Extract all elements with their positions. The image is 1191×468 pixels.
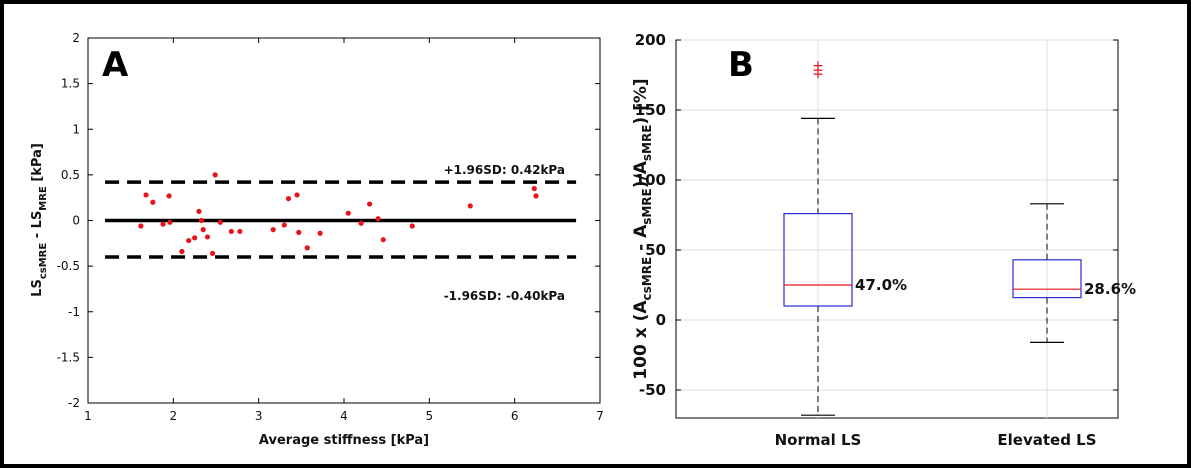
data-point [166,193,172,199]
panel-b: -50 0 50 100 150 200 47.0% +++28.6% Normal LS E… [631,31,1136,449]
ylabel-a-part-2: - LS [30,211,45,243]
data-point [217,219,223,225]
b-category-label: Elevated LS [997,431,1096,449]
lower-loa-label: -1.96SD: -0.40kPa [444,289,565,303]
data-point [209,250,216,256]
ylabel-a-part-3: [kPa] [30,143,45,186]
panel-a-reference-lines [105,180,577,259]
a-y-tick-label: 1 [72,122,80,136]
a-y-tick-label: 2 [72,31,80,45]
data-point [270,227,276,233]
a-x-tick-label: 3 [255,409,263,423]
data-point [228,228,234,235]
data-point [179,248,185,255]
b-category-label: Normal LS [775,431,862,449]
panel-a: -2 -1.5 -1 -0.5 0 0.5 1 1.5 2 1 2 3 4 5 6 7 A +1.96SD:… [30,31,604,448]
b-y-tick-label: 200 [635,31,666,49]
ylabel-a-sub-1: csMRE [38,243,49,280]
data-point [285,196,292,202]
data-point [200,227,206,233]
data-point [150,199,156,205]
panel-b-boxes: 47.0% +++28.6% [783,58,1136,416]
panel-a-points [138,172,539,256]
a-y-tick-label: -1 [68,305,80,319]
a-x-tick-label: 5 [426,409,434,423]
outlier-marker: + [812,58,824,74]
a-x-tick-label: 6 [511,409,519,423]
a-x-tick-label: 7 [596,409,604,423]
a-y-tick-label: -2 [68,396,80,410]
data-point [531,185,537,192]
iqr-box [783,213,853,307]
data-point [358,220,364,226]
panel-b-y-ticks: -50 0 50 100 150 200 [635,31,1118,399]
ylabel-b-sub-1: csMRE [640,257,654,301]
b-y-tick-label: 100 [635,171,666,189]
panel-b-x-ticks: Normal LS Elevated LS [775,431,1097,449]
a-x-tick-label: 2 [170,409,178,423]
panel-a-letter: A [102,45,129,85]
panel-b-axes-box [675,39,1119,419]
iqr-box [1012,259,1082,299]
b-y-tick-label: 150 [635,101,666,119]
data-point [296,229,302,235]
a-y-tick-label: 0.5 [61,168,80,182]
a-y-tick-label: 1.5 [61,77,80,91]
data-point [237,228,243,235]
data-point [380,237,386,243]
panel-a-y-ticks: -2 -1.5 -1 -0.5 0 0.5 1 1.5 2 [57,31,600,410]
outlier-marker: + [812,62,824,78]
ylabel-b-part-3: )/A [631,160,651,188]
panel-b-y-axis-label: 100 x (AcsMRE - AsMRE)/AsMRE) [%] [631,78,654,379]
data-point [212,172,218,178]
a-y-tick-label: -0.5 [57,259,80,273]
data-point [167,219,173,225]
panel-b-letter: B [728,45,754,85]
upper-loa-label: +1.96SD: 0.42kPa [444,163,565,177]
data-point [533,193,539,199]
a-x-tick-label: 4 [340,409,348,423]
panel-b-grid [676,39,1118,418]
data-point [367,201,373,207]
ylabel-b-part-2: - A [631,224,651,257]
data-point [409,223,415,229]
ylabel-a-sub-2: MRE [38,186,49,211]
data-point [196,208,202,214]
panel-a-y-axis-label: LScsMRE - LSMRE [kPa] [30,143,49,297]
data-point [186,237,192,244]
ylabel-b-part-4: ) [%] [631,78,651,124]
median-percent-label: 28.6% [1084,280,1136,298]
ylabel-b-sub-3: sMRE [640,125,654,162]
b-y-tick-label: 50 [645,241,666,259]
b-y-tick-label: -50 [639,381,666,399]
data-point [198,217,205,224]
panel-a-x-ticks: 1 2 3 4 5 6 7 [84,38,604,423]
data-point [192,235,198,241]
panel-a-x-axis-label: Average stiffness [kPa] [259,433,429,448]
a-y-tick-label: 0 [72,214,80,228]
data-point [375,216,381,222]
ylabel-b-part-1: 100 x (A [631,300,651,380]
data-point [304,245,310,251]
data-point [294,192,300,198]
median-percent-label: 47.0% [855,276,907,294]
outlier-marker: + [812,67,824,83]
data-point [317,230,323,236]
b-y-tick-label: 0 [656,311,666,329]
data-point [160,221,166,227]
ylabel-b-sub-2: sMRE [640,188,654,225]
a-y-tick-label: -1.5 [57,350,80,364]
data-point [143,192,149,198]
ylabel-a-part-1: LS [30,279,45,297]
data-point [467,203,473,209]
data-point [345,210,351,216]
data-point [281,222,287,228]
a-x-tick-label: 1 [84,409,92,423]
data-point [138,223,144,229]
data-point [204,234,211,240]
